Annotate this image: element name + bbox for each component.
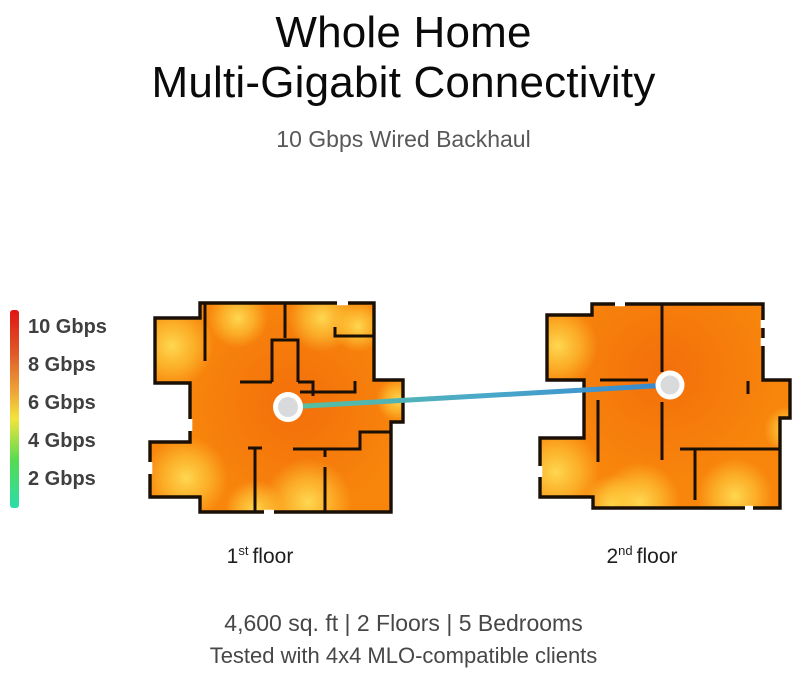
- backhaul-link-line: [285, 382, 673, 410]
- floor-2-door-gaps: [537, 301, 766, 511]
- floor-1-word: floor: [252, 545, 294, 568]
- floor-2-plan: [537, 301, 792, 511]
- legend-item-10gbps: 10 Gbps: [28, 315, 107, 338]
- legend-item-6gbps: 6 Gbps: [28, 391, 96, 414]
- floor-2-outline: [538, 302, 792, 510]
- floor-1-plan: [147, 300, 405, 515]
- floor-1-interior-walls: [203, 303, 391, 512]
- floor-1-label: 1st floor: [180, 543, 340, 569]
- mesh-unit-2-icon: [655, 370, 685, 400]
- floor-2-number: 2: [606, 545, 619, 568]
- floor-2-word: floor: [636, 545, 678, 568]
- legend-item-4gbps: 4 Gbps: [28, 429, 96, 452]
- test-conditions-text: Tested with 4x4 MLO-compatible clients: [209, 643, 598, 668]
- floor-1-outline: [148, 301, 405, 514]
- title-line-2: Multi-Gigabit Connectivity: [151, 58, 656, 107]
- legend-item-8gbps: 8 Gbps: [28, 353, 96, 376]
- mesh-unit-1-icon: [273, 392, 303, 422]
- floor-2-label: 2nd floor: [562, 543, 722, 569]
- page-subtitle: 10 Gbps Wired Backhaul: [276, 126, 531, 152]
- floor-1-door-gaps: [147, 300, 348, 515]
- title-line-1: Whole Home: [275, 8, 532, 57]
- page-title: Whole Home Multi-Gigabit Connectivity: [0, 8, 807, 108]
- legend-item-2gbps: 2 Gbps: [28, 467, 96, 490]
- speed-gradient-bar: [10, 310, 19, 508]
- floor-1-number: 1: [226, 545, 239, 568]
- floor-2-interior-walls: [596, 304, 780, 500]
- floor-1-ordinal: st: [238, 543, 249, 558]
- home-specs-text: 4,600 sq. ft | 2 Floors | 5 Bedrooms: [224, 610, 583, 636]
- floor-2-ordinal: nd: [618, 543, 633, 558]
- speed-legend-labels: 10 Gbps 8 Gbps 6 Gbps 4 Gbps 2 Gbps: [28, 308, 107, 498]
